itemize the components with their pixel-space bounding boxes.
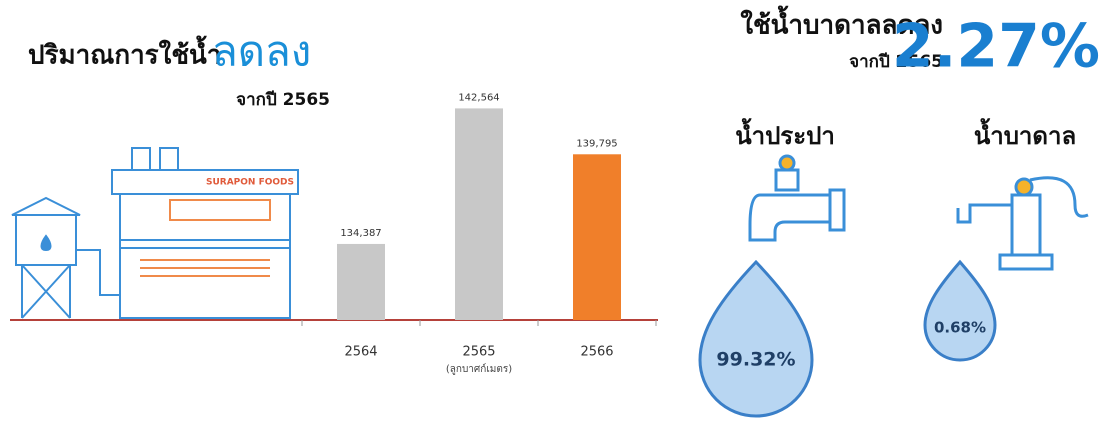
source-share: 0.68% [934,319,986,337]
x-tick-label: 2566 [580,345,613,360]
x-tick-label: 2565 [462,345,495,360]
company-name: SURAPON FOODS [206,178,294,188]
bar [573,154,621,320]
bar [455,108,503,320]
source-share: 99.32% [716,349,795,371]
pump-icon [958,178,1088,269]
bar [337,244,385,320]
value-label: 142,564 [458,92,499,103]
infographic: ปริมาณการใช้น้ำ ลดลง จากปี 2565 ใช้น้ำบา… [0,0,1115,421]
heading-subtitle: จากปี 2565 [236,89,330,110]
faucet-icon [750,156,844,240]
x-tick-label: 2564 [344,345,377,360]
value-label: 134,387 [340,228,381,239]
drop-icon [700,262,812,416]
unit-label: (ลูกบาศก์เมตร) [446,363,512,375]
summary-value: 2.27% [892,12,1100,82]
drop-icon [925,262,995,360]
value-label: 139,795 [576,138,617,149]
heading-title: ปริมาณการใช้น้ำ [28,35,221,71]
heading-highlight: ลดลง [212,27,311,76]
factory-illustration [12,148,298,318]
source-name: น้ำบาดาล [974,117,1076,150]
source-name: น้ำประปา [735,117,835,150]
